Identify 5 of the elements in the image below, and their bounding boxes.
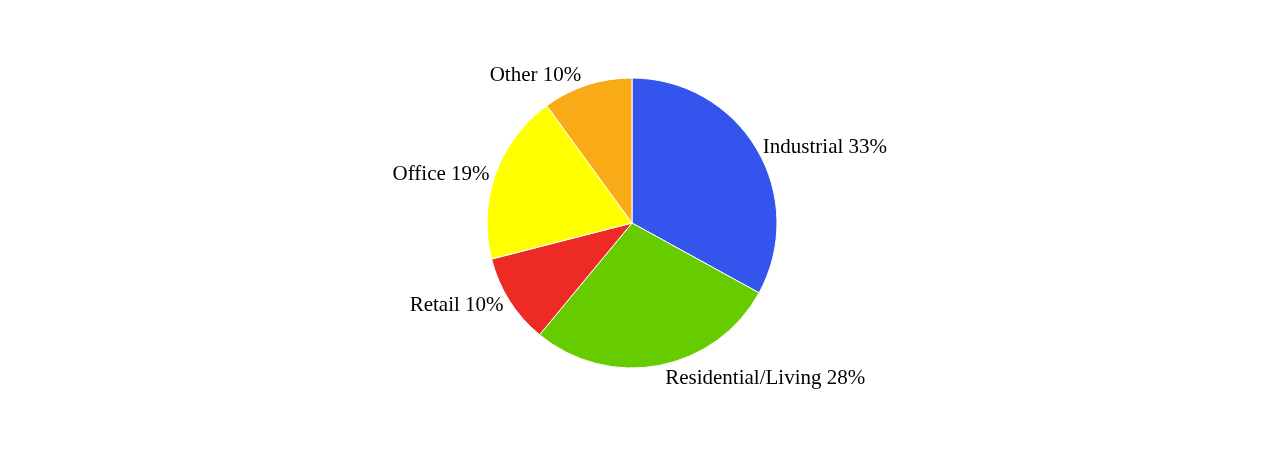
slice-label: Office 19%: [392, 160, 490, 185]
slice-label: Retail 10%: [409, 292, 504, 317]
slice-label: Industrial 33%: [762, 134, 888, 159]
slice-label: Other 10%: [489, 62, 582, 87]
slice-label: Residential/Living 28%: [665, 365, 866, 390]
